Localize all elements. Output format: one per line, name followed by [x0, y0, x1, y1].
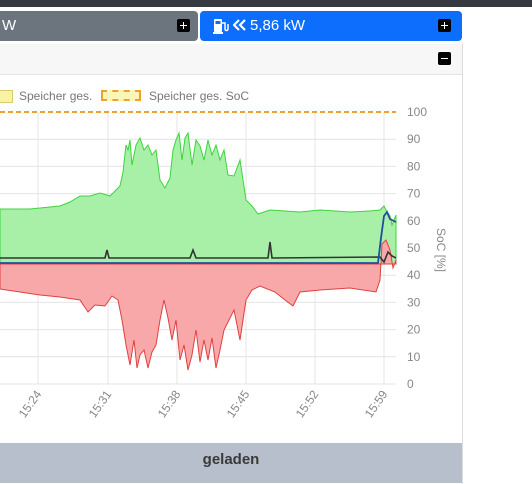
y2-axis-label: SoC [%] [434, 228, 448, 272]
y2-tick-label: 50 [407, 241, 421, 255]
y2-tick-label: 60 [407, 214, 421, 228]
charge-power-value: 5,86 kW [250, 17, 306, 34]
power-tile-left-value: W [2, 17, 17, 34]
y2-tick-label: 20 [407, 323, 421, 337]
double-chevron-left-icon [233, 19, 246, 31]
y2-tick-label: 0 [407, 377, 414, 391]
expand-plus-icon[interactable] [177, 19, 190, 32]
legend-swatch-storage-total[interactable] [0, 90, 13, 103]
y2-tick-label: 80 [407, 159, 421, 173]
x-tick-label: 15:31 [86, 387, 115, 420]
top-strip [0, 0, 532, 7]
expand-plus-icon[interactable] [438, 19, 451, 32]
y2-tick-label: 30 [407, 295, 421, 309]
charge-point-tile[interactable]: 5,86 kW [200, 11, 462, 41]
charged-tab-bar[interactable]: geladen [0, 443, 462, 483]
power-tile-left[interactable]: W [0, 11, 198, 41]
charged-label: geladen [202, 451, 260, 468]
x-tick-label: 15:24 [16, 387, 45, 420]
x-tick-label: 15:38 [155, 387, 184, 420]
x-tick-label: 15:59 [362, 387, 391, 420]
y2-tick-label: 70 [407, 187, 421, 201]
blue-power-line [0, 210, 397, 264]
y2-tick-label: 90 [407, 132, 421, 146]
x-tick-label: 15:45 [224, 387, 253, 420]
legend-storage-soc[interactable]: Speicher ges. SoC [149, 89, 250, 103]
collapse-minus-icon[interactable] [438, 52, 451, 65]
dark-power-line [0, 241, 397, 264]
negative-power-area [0, 239, 397, 371]
x-tick-label: 15:52 [293, 387, 322, 420]
legend-storage-total[interactable]: Speicher ges. [19, 89, 93, 103]
y2-tick-label: 100 [407, 105, 427, 119]
ev-charger-icon [213, 19, 229, 34]
positive-power-area [0, 131, 397, 265]
chart-card-header [0, 44, 462, 75]
legend-swatch-storage-soc[interactable] [101, 90, 141, 101]
y2-tick-label: 10 [407, 350, 421, 364]
y2-tick-label: 40 [407, 268, 421, 282]
chart-card [0, 44, 463, 484]
